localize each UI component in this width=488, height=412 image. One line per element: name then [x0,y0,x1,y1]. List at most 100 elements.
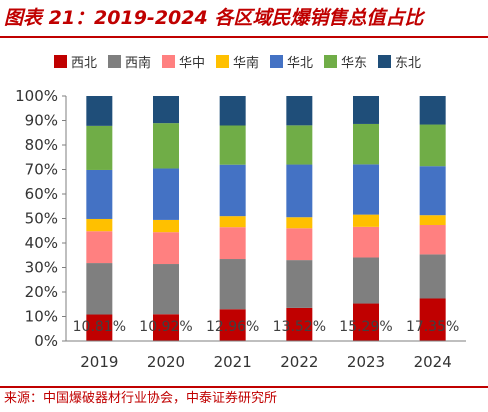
bar-segment-西北 [86,314,113,341]
data-label: 13.52% [273,319,326,335]
bar-segment-华东 [286,125,313,165]
x-tick-label: 2021 [214,353,252,371]
bar-segment-华南 [353,214,379,227]
bar-stack-2022 [286,96,313,341]
data-label: 10.92% [139,319,192,335]
legend-swatch [108,55,121,68]
bar-stack-2023 [353,96,379,341]
legend-label: 西北 [71,56,97,71]
bar-segment-华中 [353,226,379,258]
bar-segment-华南 [86,218,113,232]
legend-swatch [270,55,283,68]
y-tick-label: 60% [25,185,58,203]
x-tick-label: 2019 [80,353,118,371]
bar-segment-华南 [219,216,246,228]
bar-segment-东北 [353,96,379,124]
bar-segment-西北 [353,303,379,341]
bar-segment-东北 [419,96,446,125]
bar-stack-2024 [419,96,446,341]
bar-segment-华北 [286,164,313,218]
bar-stack-2021 [219,96,246,341]
data-label: 10.81% [73,319,126,335]
y-tick-label: 70% [25,161,58,179]
data-labels: 10.81% 10.92% 12.96% 13.52% 15.29% 17.35% [73,319,460,335]
bar-segment-东北 [153,96,179,124]
bar-segment-华东 [153,123,179,169]
legend-item-3: 华中 [162,55,205,71]
legend-label: 华中 [179,56,205,71]
y-tick-label: 100% [15,87,58,105]
y-tick-label: 80% [25,136,58,154]
bar-segment-华北 [153,168,179,220]
bar-segment-西南 [219,259,246,310]
bar-segment-西南 [353,257,379,304]
bar-segment-华北 [353,164,379,215]
bar-segment-华中 [153,232,179,265]
bar-segment-西北 [219,309,246,341]
bars [86,96,446,341]
x-axis: 2019 2020 2021 2022 2023 2024 [66,340,466,371]
y-tick-label: 0% [34,332,58,350]
y-tick-label: 90% [25,112,58,130]
bar-segment-东北 [86,96,113,126]
legend-item-6: 华东 [324,55,367,71]
y-tick-label: 20% [25,283,58,301]
bar-segment-西北 [153,314,179,341]
bar-segment-西北 [286,307,313,341]
x-tick-label: 2022 [280,353,318,371]
bar-segment-华南 [153,219,179,233]
bar-segment-华南 [419,215,446,225]
bar-segment-华北 [419,166,446,216]
bar-segment-华中 [419,224,446,255]
footer-divider [0,386,488,388]
legend-label: 华东 [341,56,367,71]
bar-segment-华中 [86,231,113,264]
chart-title: 图表 21：2019-2024 各区域民爆销售总值占比 [4,7,424,29]
bar-segment-西南 [419,254,446,299]
legend-item-7: 东北 [378,55,421,71]
bar-segment-华东 [353,123,379,165]
legend: 西北 西南 华中 华南 华北 华东 东北 [54,55,421,71]
bar-segment-华东 [219,125,246,165]
x-tick-label: 2020 [147,353,185,371]
data-label: 15.29% [339,319,392,335]
legend-swatch [216,55,229,68]
data-label: 12.96% [206,319,259,335]
y-tick-label: 30% [25,259,58,277]
legend-label: 东北 [395,56,421,71]
legend-item-2: 西南 [108,55,151,71]
bar-segment-华东 [419,124,446,167]
y-tick-label: 40% [25,234,58,252]
source-note: 来源：中国爆破器材行业协会，中泰证券研究所 [4,391,278,406]
legend-label: 华南 [233,55,259,71]
bar-stack-2019 [86,96,113,341]
x-tick-label: 2023 [347,353,385,371]
bar-segment-华中 [286,228,313,261]
bar-segment-西南 [286,260,313,308]
bar-segment-西南 [86,263,113,315]
legend-label: 西南 [125,55,151,71]
data-label: 17.35% [406,319,459,335]
bar-stack-2020 [153,96,179,341]
legend-swatch [162,55,175,68]
bar-segment-华东 [86,125,113,170]
bar-segment-西南 [153,264,179,315]
legend-label: 华北 [287,56,313,71]
y-axis: 0% 10% 20% 30% 40% 50% 60% 70% 80% 90% 100% [15,87,67,350]
bar-segment-华北 [86,169,113,219]
stacked-bar-chart: 西北 西南 华中 华南 华北 华东 东北 0% 10% 20% 30% 40% 50% 60% 70% 80… [15,55,466,371]
legend-swatch [378,55,391,68]
legend-swatch [324,55,337,68]
legend-swatch [54,55,67,68]
y-tick-label: 10% [25,308,58,326]
bar-segment-华北 [219,164,246,217]
bar-segment-华中 [219,227,246,260]
legend-item-5: 华北 [270,55,313,71]
y-tick-label: 50% [25,210,58,228]
bar-segment-东北 [219,96,246,126]
legend-item-4: 华南 [216,55,259,71]
title-divider [0,36,488,38]
bar-segment-华南 [286,217,313,229]
legend-item-1: 西北 [54,55,97,71]
bar-segment-东北 [286,96,313,126]
